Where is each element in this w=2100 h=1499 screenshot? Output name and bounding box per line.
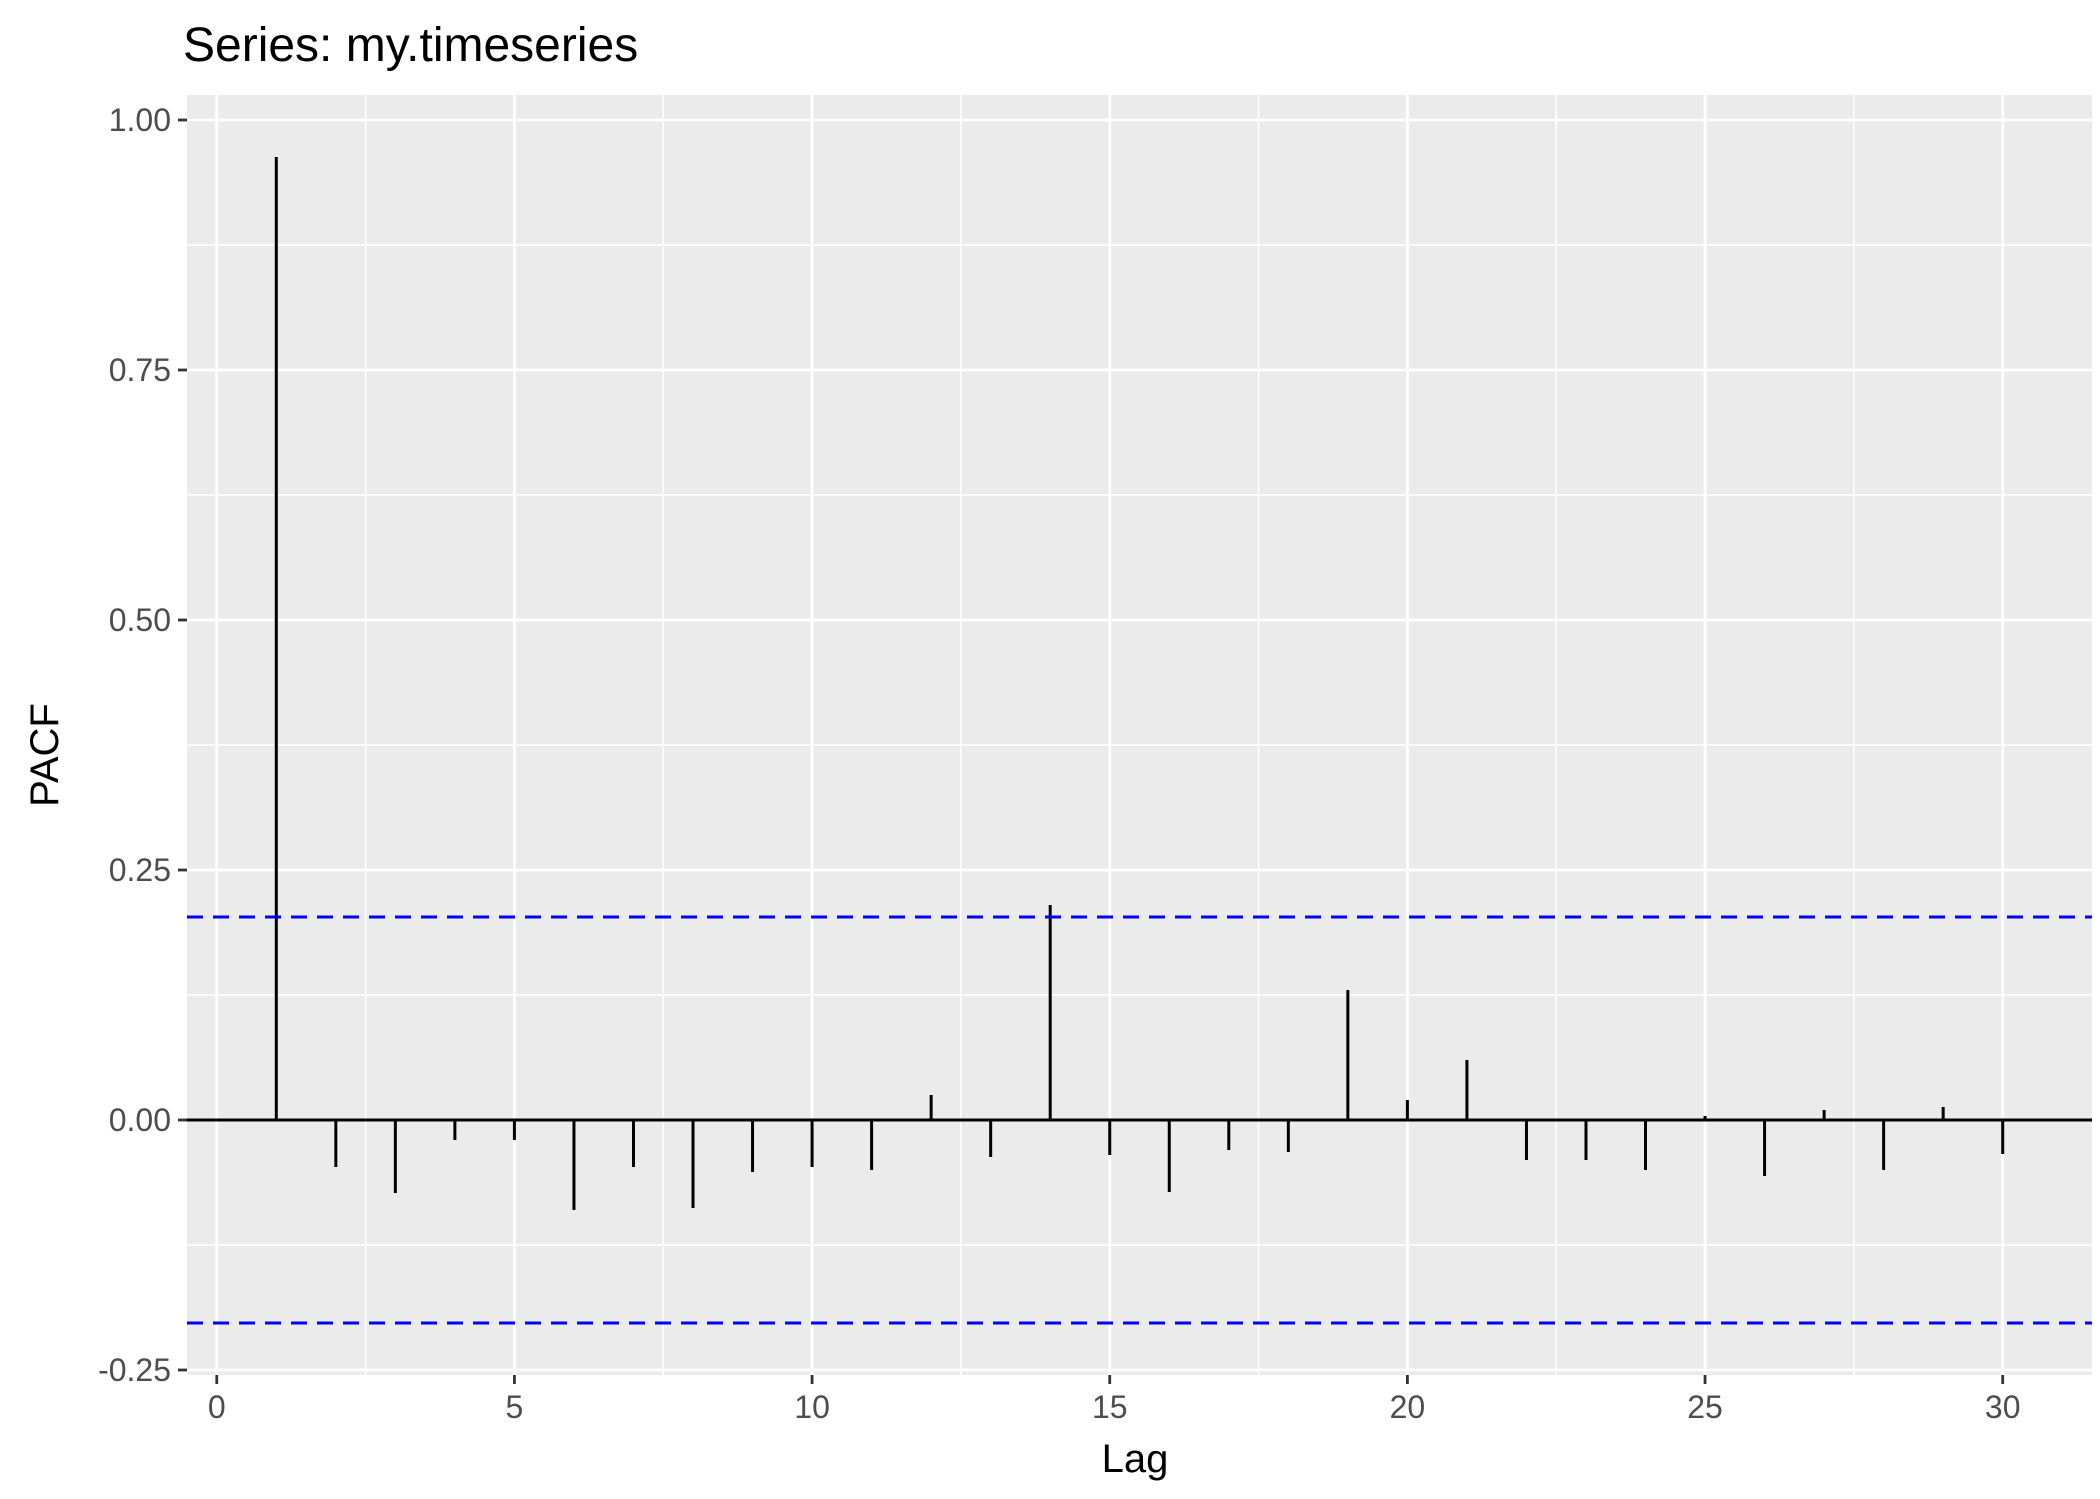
x-tick-label: 30	[1985, 1389, 2021, 1425]
x-axis-title: Lag	[1102, 1437, 1169, 1481]
x-tick-label: 20	[1390, 1389, 1426, 1425]
pacf-bars	[274, 157, 2005, 1210]
x-tick-label: 5	[506, 1389, 524, 1425]
y-tick-label: -0.25	[98, 1352, 171, 1388]
y-tick-label: 0.00	[109, 1102, 171, 1138]
y-tick-label: 0.25	[109, 852, 171, 888]
x-axis: 0 5 10 15 20 25 30	[208, 1375, 2021, 1425]
y-tick-label: 1.00	[109, 102, 171, 138]
x-tick-label: 10	[794, 1389, 830, 1425]
plot-panel	[187, 95, 2092, 1375]
minor-gridlines	[187, 95, 2092, 1375]
y-tick-label: 0.75	[109, 352, 171, 388]
x-tick-label: 0	[208, 1389, 226, 1425]
y-tick-label: 0.50	[109, 602, 171, 638]
y-axis-title: PACF	[23, 703, 67, 807]
x-tick-label: 25	[1687, 1389, 1723, 1425]
y-axis: -0.25 0.00 0.25 0.50 0.75 1.00	[98, 102, 187, 1388]
chart-title: Series: my.timeseries	[183, 19, 638, 72]
x-tick-label: 15	[1092, 1389, 1128, 1425]
